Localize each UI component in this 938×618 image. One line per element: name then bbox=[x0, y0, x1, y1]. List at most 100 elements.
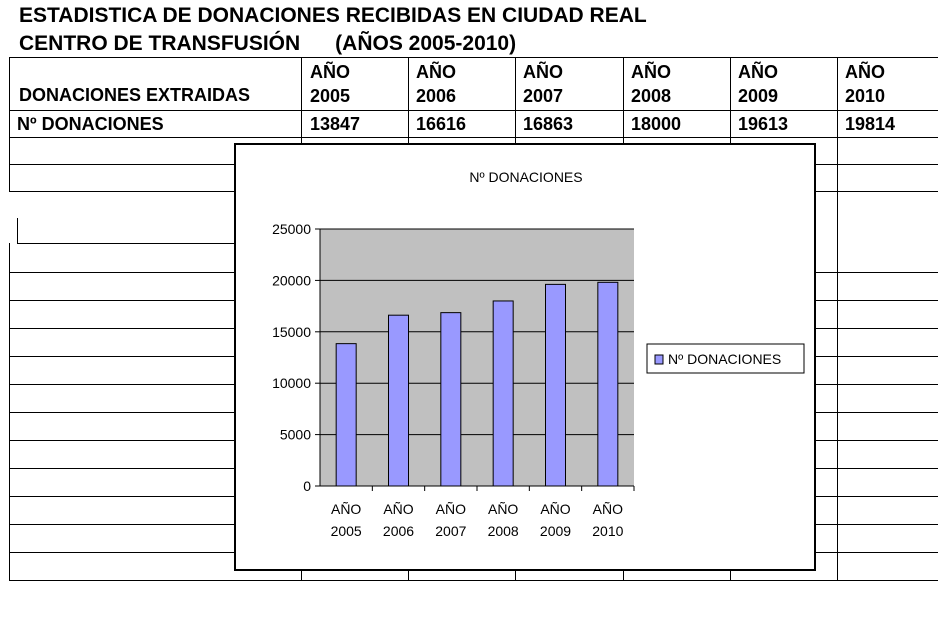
donations-value-2008: 18000 bbox=[631, 114, 682, 134]
year-header-2007-line2: 2007 bbox=[523, 86, 564, 106]
grid-line bbox=[17, 218, 18, 244]
x-tick-label: AÑO bbox=[540, 501, 570, 517]
grid-line bbox=[408, 571, 409, 581]
grid-line bbox=[9, 356, 234, 357]
x-tick-label: 2006 bbox=[383, 523, 414, 539]
grid-line bbox=[9, 57, 938, 58]
grid-line bbox=[9, 191, 234, 192]
x-tick-label: AÑO bbox=[383, 501, 413, 517]
grid-line bbox=[816, 496, 938, 497]
grid-line bbox=[301, 57, 302, 144]
x-tick-label: AÑO bbox=[331, 501, 361, 517]
grid-line bbox=[816, 272, 938, 273]
year-header-2005-line2: 2005 bbox=[310, 86, 351, 106]
grid-line bbox=[9, 164, 234, 165]
y-tick-label: 5000 bbox=[280, 427, 311, 443]
bar bbox=[335, 343, 357, 487]
y-tick-label: 0 bbox=[303, 478, 311, 494]
donations-value-2009: 19613 bbox=[738, 114, 789, 134]
x-tick-label: 2007 bbox=[435, 523, 466, 539]
grid-line bbox=[515, 57, 516, 144]
grid-line bbox=[730, 571, 731, 581]
y-tick-label: 10000 bbox=[272, 375, 311, 391]
grid-line bbox=[9, 243, 10, 581]
bar bbox=[545, 283, 566, 487]
year-header-2007-line1: AÑO bbox=[523, 62, 563, 82]
grid-line bbox=[816, 468, 938, 469]
grid-line bbox=[9, 524, 234, 525]
grid-line bbox=[9, 552, 234, 553]
chart-legend: Nº DONACIONES bbox=[646, 343, 805, 374]
grid-line bbox=[301, 571, 302, 581]
year-header-2009-line1: AÑO bbox=[738, 62, 778, 82]
y-tick-label: 15000 bbox=[272, 324, 311, 340]
year-header-2009-line2: 2009 bbox=[738, 86, 779, 106]
donations-value-2010: 19814 bbox=[845, 114, 896, 134]
grid-line bbox=[9, 272, 234, 273]
donations-value-2007: 16863 bbox=[523, 114, 574, 134]
grid-line bbox=[9, 468, 234, 469]
embedded-bar-chart[interactable]: Nº DONACIONES 0 5000 10000 15000 20000 25000 … bbox=[234, 143, 816, 571]
grid-line bbox=[816, 580, 938, 581]
grid-line bbox=[816, 552, 938, 553]
x-tick-label: 2008 bbox=[488, 523, 519, 539]
grid-line bbox=[515, 571, 516, 581]
x-tick-label: 2010 bbox=[592, 523, 623, 539]
grid-line bbox=[816, 384, 938, 385]
grid-line bbox=[837, 57, 838, 581]
grid-line bbox=[9, 137, 938, 138]
row-header-label: DONACIONES EXTRAIDAS bbox=[19, 85, 251, 105]
x-tick-label: 2005 bbox=[331, 523, 362, 539]
legend-box bbox=[646, 343, 805, 374]
grid-line bbox=[234, 580, 816, 581]
x-tick-label: AÑO bbox=[488, 501, 518, 517]
x-tick-label: AÑO bbox=[436, 501, 466, 517]
x-tick-label: AÑO bbox=[593, 501, 623, 517]
grid-line bbox=[816, 412, 938, 413]
chart-title: Nº DONACIONES bbox=[469, 169, 582, 185]
x-tick-label: 2009 bbox=[540, 523, 571, 539]
data-row-label: Nº DONACIONES bbox=[17, 114, 164, 134]
grid-line bbox=[9, 110, 938, 111]
year-header-2008-line2: 2008 bbox=[631, 86, 672, 106]
grid-line bbox=[9, 384, 234, 385]
page-title: ESTADISTICA DE DONACIONES RECIBIDAS EN C… bbox=[19, 4, 647, 27]
chart-canvas: Nº DONACIONES 0500010000150002000025000 … bbox=[272, 169, 805, 539]
legend-swatch bbox=[654, 354, 664, 365]
grid-line bbox=[730, 57, 731, 144]
grid-line bbox=[9, 57, 10, 192]
grid-line bbox=[9, 412, 234, 413]
bar bbox=[597, 281, 619, 487]
donations-value-2006: 16616 bbox=[416, 114, 467, 134]
year-header-2008-line1: AÑO bbox=[631, 62, 671, 82]
grid-line bbox=[816, 164, 938, 165]
grid-line bbox=[9, 580, 234, 581]
page-subtitle: CENTRO DE TRANSFUSIÓN (AÑOS 2005-2010) bbox=[19, 32, 517, 55]
grid-line bbox=[9, 440, 234, 441]
grid-line bbox=[9, 328, 234, 329]
grid-line bbox=[623, 571, 624, 581]
bar bbox=[440, 312, 462, 487]
year-header-2006-line2: 2006 bbox=[416, 86, 457, 106]
bar bbox=[492, 300, 514, 487]
grid-line bbox=[17, 243, 234, 244]
grid-line bbox=[408, 57, 409, 144]
y-tick-label: 20000 bbox=[272, 272, 311, 288]
grid-line bbox=[623, 57, 624, 144]
plot-area bbox=[320, 229, 634, 486]
bar bbox=[388, 314, 409, 487]
grid-line bbox=[9, 496, 234, 497]
grid-line bbox=[9, 300, 234, 301]
year-header-2006-line1: AÑO bbox=[416, 62, 456, 82]
grid-line bbox=[816, 328, 938, 329]
grid-line bbox=[816, 524, 938, 525]
legend-label: Nº DONACIONES bbox=[668, 351, 781, 367]
year-header-2010-line1: AÑO bbox=[845, 62, 885, 82]
year-header-2010-line2: 2010 bbox=[845, 86, 886, 106]
grid-line bbox=[816, 300, 938, 301]
grid-line bbox=[816, 440, 938, 441]
grid-line bbox=[816, 356, 938, 357]
y-tick-label: 25000 bbox=[272, 221, 311, 237]
year-header-2005-line1: AÑO bbox=[310, 62, 350, 82]
donations-value-2005: 13847 bbox=[310, 114, 361, 134]
